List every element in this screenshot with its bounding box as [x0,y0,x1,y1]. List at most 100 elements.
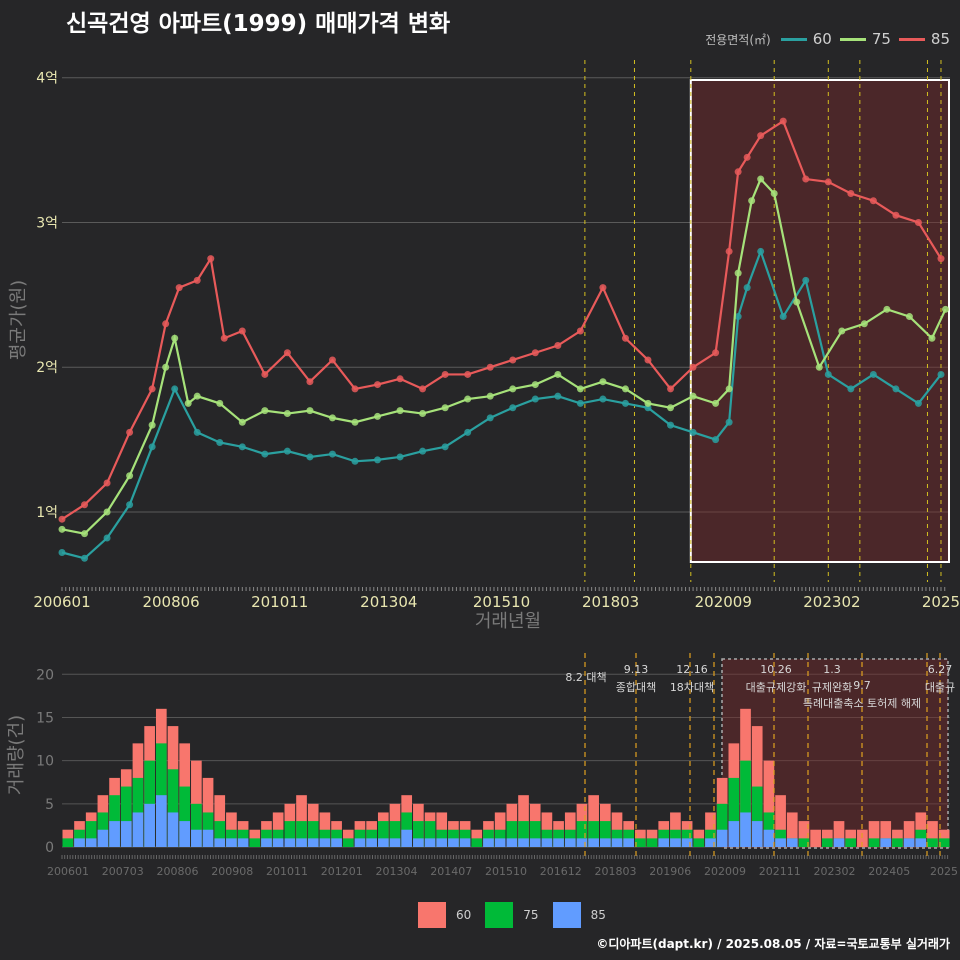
volume-bar-75 [763,812,775,847]
data-point-75 [216,399,224,407]
data-point-85 [892,211,900,219]
series-line-85 [61,119,942,521]
data-point-85 [644,356,652,364]
volume-bar-75 [132,777,144,847]
volume-bar-75 [927,838,938,847]
volume-bar-75 [518,821,529,847]
data-point-75 [126,472,134,480]
volume-bar-75 [249,838,261,847]
legend-label-75: 75 [871,30,891,48]
data-point-85 [667,385,675,393]
policy-annotation-date: 9.7 [853,679,871,692]
volume-y-axis-title: 거래량(건) [6,715,27,795]
volume-bar-85 [599,838,611,847]
volume-bar-75 [751,786,763,847]
data-point-60 [599,395,607,403]
data-point-85 [396,375,404,383]
volume-x-tick-label: 201612 [540,865,582,878]
x-tick-label: 202302 [803,593,860,611]
data-point-60 [126,501,134,509]
volume-bar-60 [775,795,786,847]
data-point-60 [757,247,765,255]
chart-title: 신곡건영 아파트(1999) 매매가격 변화 [66,11,451,37]
policy-annotation-date: 12.16 [676,663,708,676]
volume-legend-label-60: 60 [456,908,472,922]
data-point-60 [328,450,336,458]
legend-label-85: 85 [930,30,950,48]
volume-y-tick-label: 10 [36,754,54,770]
volume-legend-item-85: 85 [552,902,606,928]
data-point-75 [712,399,720,407]
data-point-60 [937,370,945,378]
data-point-60 [869,370,877,378]
volume-x-tick-label: 201201 [321,865,363,878]
volume-bar-85 [97,829,109,847]
data-point-85 [779,117,787,125]
data-point-75 [667,404,675,412]
data-point-75 [554,370,562,378]
data-point-85 [486,363,494,371]
volume-bar-75 [506,821,518,847]
policy-annotation-label: 8.2 대책 [565,671,606,684]
data-point-60 [779,313,787,321]
volume-bar-85 [740,812,751,847]
volume-bar-75 [424,821,436,847]
data-point-85 [81,501,89,509]
data-point-75 [328,414,336,422]
volume-bar-85 [541,838,553,847]
data-point-75 [486,392,494,400]
data-point-60 [238,443,246,451]
data-point-85 [175,284,183,292]
volume-x-tick-label: 202111 [759,865,801,878]
volume-x-tick-label: 201011 [266,865,308,878]
volume-x-tick-label: 200806 [157,865,199,878]
policy-annotation-text: 18차대책 [670,681,714,694]
volume-bar-75 [191,803,202,847]
data-point-60 [193,428,201,436]
volume-bar-85 [763,829,775,847]
legend-item-60: 60 [780,30,832,48]
volume-bar-85 [366,838,377,847]
policy-annotation-text: 대출규 [925,681,955,694]
x-tick-label: 201803 [582,593,639,611]
volume-x-tick-label: 201803 [595,865,637,878]
data-point-60 [734,313,742,321]
volume-bar-85 [272,838,284,847]
volume-bar-85 [109,821,120,847]
data-point-60 [725,418,733,426]
volume-bar-60 [541,812,553,847]
volume-bar-85 [880,838,892,847]
volume-x-tick-label: 201304 [376,865,418,878]
volume-bar-85 [833,838,845,847]
data-point-85 [103,479,111,487]
data-point-75 [689,392,697,400]
volume-x-tick-label: 200601 [47,865,89,878]
volume-bar-85 [494,838,506,847]
data-point-75 [193,392,201,400]
volume-bar-60 [763,760,775,847]
volume-bar-85 [529,838,541,847]
volume-bar-85 [483,838,494,847]
volume-chart: 0 5 10 15 20 8.2 대책 9.13 종합대책 12.16 18차대책 10.26 대출규… [6,653,958,878]
volume-bar-75 [307,821,319,847]
data-point-85 [126,428,134,436]
data-point-60 [148,443,156,451]
data-point-75 [621,385,629,393]
y-axis-title: 평균가(원) [8,280,29,360]
volume-bar-60 [319,812,331,847]
data-point-60 [396,453,404,461]
volume-bar-85 [786,838,798,847]
volume-bar-60 [810,829,821,847]
volume-y-tick-label: 20 [36,667,54,683]
volume-bar-85 [611,838,623,847]
data-point-60 [531,395,539,403]
data-point-75 [103,508,111,516]
volume-bar-85 [705,838,716,847]
data-point-60 [374,456,382,464]
data-point-85 [328,356,336,364]
data-point-75 [838,327,846,335]
volume-bar-85 [319,838,331,847]
volume-bar-85 [623,838,635,847]
volume-bar-85 [284,838,296,847]
data-point-60 [621,399,629,407]
